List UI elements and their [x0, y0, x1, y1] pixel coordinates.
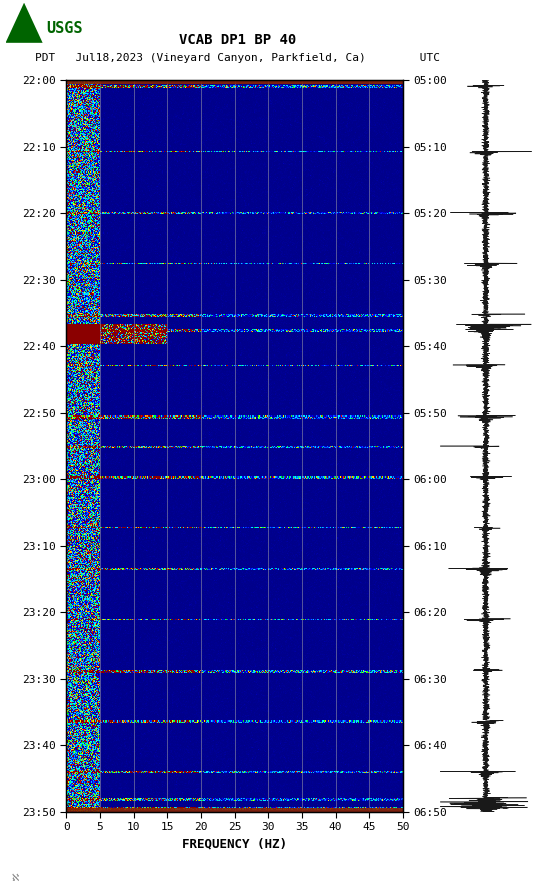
Text: ℵ: ℵ — [11, 873, 18, 883]
Text: VCAB DP1 BP 40: VCAB DP1 BP 40 — [179, 33, 296, 47]
Text: USGS: USGS — [46, 21, 83, 37]
Text: PDT   Jul18,2023 (Vineyard Canyon, Parkfield, Ca)        UTC: PDT Jul18,2023 (Vineyard Canyon, Parkfie… — [35, 53, 440, 63]
X-axis label: FREQUENCY (HZ): FREQUENCY (HZ) — [182, 838, 287, 851]
Polygon shape — [6, 3, 43, 43]
